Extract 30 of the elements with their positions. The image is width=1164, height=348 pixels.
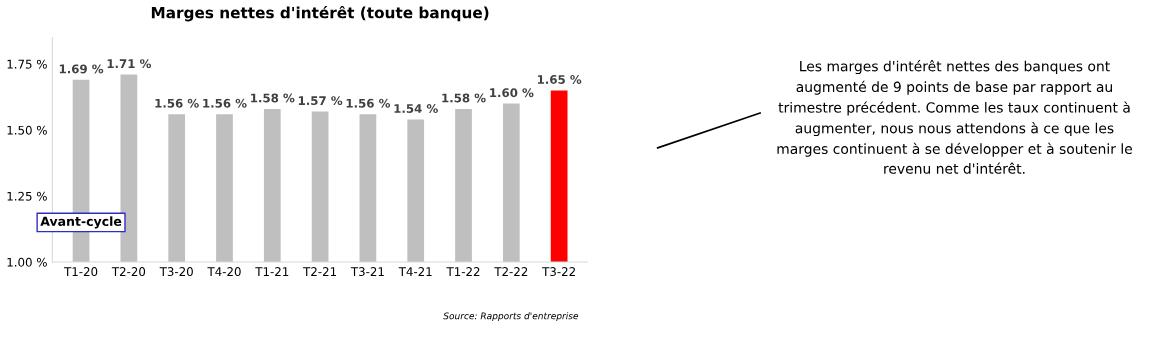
data-label: 1.58 % [251,93,295,103]
data-label: 1.56 % [155,98,199,108]
annotation: Avant-cycle [40,216,122,229]
x-tick-label: T1-22 [446,267,480,276]
data-label: 1.56 % [203,98,247,108]
x-tick-label: T2-21 [303,267,337,276]
y-tick-label: 1.00 % [7,257,47,267]
data-label: 1.65 % [537,75,582,84]
data-label: 1.54 % [394,104,438,113]
x-tick-label: T4-21 [398,267,432,276]
x-tick-label: T3-21 [350,267,384,277]
y-tick-label: 1.75 % [7,59,47,69]
x-tick-label: T1-21 [255,267,289,276]
x-tick-label: T4-20 [207,267,241,277]
x-tick-label: T3-22 [542,267,575,277]
source-note: Source: Rapports d'entreprise [443,312,579,322]
y-tick-label: 1.25 % [7,191,47,201]
x-tick-label: T3-20 [159,267,193,277]
x-tick-label: T2-22 [494,267,528,276]
x-tick-label: T2-20 [111,267,146,277]
text: Les marges d'intérêt nettes des banques ont augmenté de 9 points de base par rapport au trimestre précédent. Comme les taux continuent à augmenter, nous nous attendons à ce que les marges continuent à se développer et à soutenir le revenu net d'intérêt. [777,60,1133,174]
chart-title: Marges nettes d'intérêt (toute banque) [151,5,489,22]
data-label: 1.69 % [59,64,104,74]
y-tick-label: 1.50 % [7,125,47,135]
data-label: 1.71 % [107,59,152,69]
data-label: 1.56 % [346,98,391,108]
data-label: 1.57 % [298,96,343,106]
x-tick-label: T1-20 [64,267,98,277]
data-label: 1.58 % [442,93,486,103]
data-label: 1.60 % [490,88,534,98]
